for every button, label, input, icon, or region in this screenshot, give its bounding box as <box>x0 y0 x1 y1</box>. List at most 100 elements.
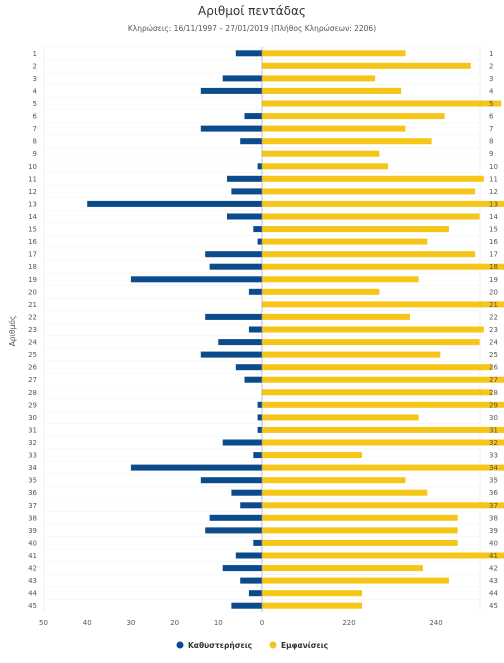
bar-delays-37[interactable] <box>240 502 263 509</box>
bar-appearances-38[interactable] <box>262 514 458 521</box>
bar-appearances-45[interactable] <box>262 602 362 609</box>
bar-appearances-3[interactable] <box>262 75 376 82</box>
bar-delays-10[interactable] <box>257 163 262 170</box>
bar-delays-29[interactable] <box>257 401 262 408</box>
bar-delays-26[interactable] <box>235 364 262 371</box>
legend-item-delays[interactable]: Καθυστερήσεις <box>176 641 253 650</box>
bar-delays-19[interactable] <box>130 276 262 283</box>
bar-delays-18[interactable] <box>209 263 262 270</box>
bar-appearances-25[interactable] <box>262 351 441 358</box>
bar-appearances-1[interactable] <box>262 50 406 57</box>
bar-appearances-22[interactable] <box>262 313 410 320</box>
bar-appearances-12[interactable] <box>262 188 476 195</box>
bar-delays-35[interactable] <box>200 477 262 484</box>
category-label-left-14: 14 <box>28 213 37 221</box>
bar-delays-12[interactable] <box>231 188 262 195</box>
bar-appearances-44[interactable] <box>262 590 362 597</box>
category-label-right-37: 37 <box>489 502 498 510</box>
category-label-left-38: 38 <box>28 514 37 522</box>
bar-appearances-33[interactable] <box>262 452 362 459</box>
bar-appearances-19[interactable] <box>262 276 419 283</box>
bar-delays-27[interactable] <box>244 376 263 383</box>
bar-appearances-4[interactable] <box>262 87 402 94</box>
bar-appearances-43[interactable] <box>262 577 449 584</box>
bar-delays-14[interactable] <box>227 213 262 220</box>
bar-appearances-14[interactable] <box>262 213 480 220</box>
bar-appearances-39[interactable] <box>262 527 458 534</box>
bar-appearances-28[interactable] <box>262 389 493 396</box>
bar-appearances-7[interactable] <box>262 125 406 132</box>
bar-appearances-36[interactable] <box>262 489 428 496</box>
right-category-labels: 1234567891011121314151617181920212223242… <box>489 50 498 610</box>
bar-appearances-10[interactable] <box>262 163 389 170</box>
bar-appearances-16[interactable] <box>262 238 428 245</box>
bar-delays-39[interactable] <box>205 527 262 534</box>
bar-delays-17[interactable] <box>205 251 262 258</box>
bar-appearances-13[interactable] <box>262 200 504 207</box>
bar-appearances-8[interactable] <box>262 138 432 145</box>
bar-delays-11[interactable] <box>227 175 262 182</box>
bar-appearances-15[interactable] <box>262 226 449 233</box>
bar-delays-36[interactable] <box>231 489 262 496</box>
bar-delays-22[interactable] <box>205 313 262 320</box>
bar-appearances-24[interactable] <box>262 339 480 346</box>
bar-delays-43[interactable] <box>240 577 263 584</box>
x-tick-left-30: 30 <box>126 619 135 627</box>
bar-appearances-2[interactable] <box>262 62 471 69</box>
bar-appearances-26[interactable] <box>262 364 493 371</box>
bar-delays-3[interactable] <box>222 75 262 82</box>
bar-delays-4[interactable] <box>200 87 262 94</box>
legend[interactable]: Καθυστερήσεις Εμφανίσεις <box>176 641 329 650</box>
bar-appearances-11[interactable] <box>262 175 484 182</box>
bar-appearances-41[interactable] <box>262 552 504 559</box>
bar-delays-32[interactable] <box>222 439 262 446</box>
bar-delays-40[interactable] <box>253 539 262 546</box>
bar-delays-42[interactable] <box>222 565 262 572</box>
bar-appearances-18[interactable] <box>262 263 504 270</box>
bar-appearances-32[interactable] <box>262 439 504 446</box>
category-label-left-32: 32 <box>28 439 37 447</box>
bar-delays-38[interactable] <box>209 514 262 521</box>
category-label-left-31: 31 <box>28 426 37 434</box>
legend-label-appearances: Εμφανίσεις <box>281 641 328 650</box>
bar-appearances-31[interactable] <box>262 426 504 433</box>
bar-delays-13[interactable] <box>87 200 262 207</box>
legend-item-appearances[interactable]: Εμφανίσεις <box>269 641 329 650</box>
category-label-left-1: 1 <box>33 50 37 58</box>
bar-appearances-6[interactable] <box>262 113 445 120</box>
bar-delays-8[interactable] <box>240 138 263 145</box>
bar-appearances-5[interactable] <box>262 100 502 107</box>
bar-appearances-9[interactable] <box>262 150 380 157</box>
bar-delays-23[interactable] <box>248 326 262 333</box>
bar-appearances-27[interactable] <box>262 376 504 383</box>
category-label-left-35: 35 <box>28 477 37 485</box>
bar-delays-31[interactable] <box>257 426 262 433</box>
bar-delays-6[interactable] <box>244 113 263 120</box>
bar-delays-15[interactable] <box>253 226 262 233</box>
bar-delays-16[interactable] <box>257 238 262 245</box>
bar-delays-24[interactable] <box>218 339 262 346</box>
bar-delays-1[interactable] <box>235 50 262 57</box>
bar-delays-20[interactable] <box>248 288 262 295</box>
bar-appearances-37[interactable] <box>262 502 504 509</box>
bar-delays-30[interactable] <box>257 414 262 421</box>
bar-appearances-35[interactable] <box>262 477 406 484</box>
bar-delays-45[interactable] <box>231 602 262 609</box>
bar-appearances-23[interactable] <box>262 326 484 333</box>
bar-delays-34[interactable] <box>130 464 262 471</box>
bar-appearances-42[interactable] <box>262 565 423 572</box>
bar-delays-25[interactable] <box>200 351 262 358</box>
bar-appearances-21[interactable] <box>262 301 504 308</box>
bar-appearances-17[interactable] <box>262 251 476 258</box>
bar-delays-7[interactable] <box>200 125 262 132</box>
bar-appearances-40[interactable] <box>262 539 458 546</box>
bar-appearances-29[interactable] <box>262 401 504 408</box>
bar-appearances-34[interactable] <box>262 464 504 471</box>
bar-appearances-30[interactable] <box>262 414 419 421</box>
bar-appearances-20[interactable] <box>262 288 380 295</box>
category-label-left-15: 15 <box>28 226 37 234</box>
bar-delays-41[interactable] <box>235 552 262 559</box>
bar-delays-33[interactable] <box>253 452 262 459</box>
bar-delays-44[interactable] <box>248 590 262 597</box>
